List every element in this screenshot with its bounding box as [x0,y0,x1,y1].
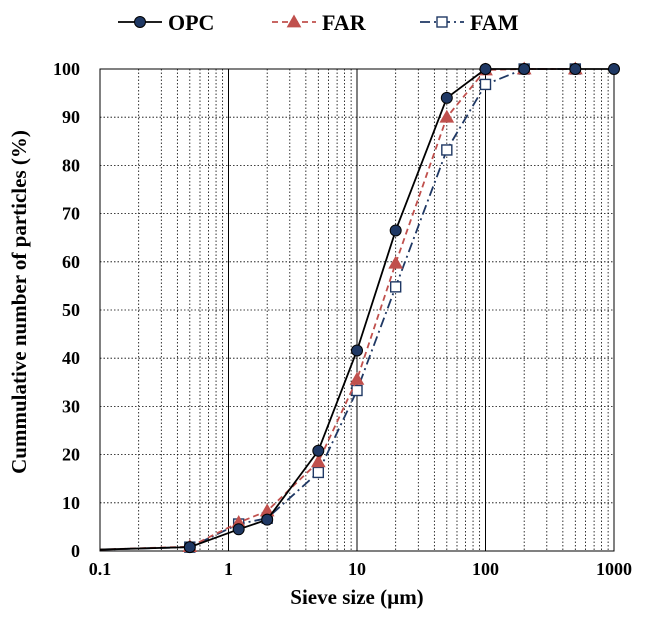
y-tick-label: 40 [62,348,80,368]
series-fam [99,63,582,553]
legend-label-far: FAR [322,10,367,35]
y-tick-label: 100 [53,59,80,79]
data-point-opc [351,344,363,357]
data-point-opc [134,16,146,28]
data-point-opc [440,91,453,104]
data-point-fam [441,144,453,156]
x-tick-label: 10 [348,559,366,579]
data-point-opc [608,63,620,75]
x-tick-label: 100 [472,559,499,579]
data-point-opc [518,63,531,75]
x-axis-title: Sieve size (µm) [290,585,423,609]
series-far [99,61,583,553]
data-point-opc [312,444,325,457]
data-point-far [286,14,302,28]
y-tick-label: 80 [62,155,80,175]
data-point-far [349,371,365,385]
data-point-opc [261,513,274,526]
y-tick-label: 10 [62,493,80,513]
series-line-fam [99,68,576,551]
data-point-far [310,454,326,468]
y-tick-label: 30 [62,396,80,416]
y-tick-label: 90 [62,107,80,127]
x-tick-label: 1 [224,559,233,579]
y-tick-label: 60 [62,252,80,272]
data-point-opc [569,63,582,75]
data-point-fam [436,16,448,28]
series-layer [99,61,620,554]
grid [99,69,614,551]
data-point-fam [479,78,492,91]
data-point-opc [232,523,245,536]
series-line-opc [99,68,614,551]
data-point-fam [389,281,402,293]
series-line-far [99,68,576,551]
data-point-opc [479,63,492,75]
data-point-far [388,255,404,269]
x-tick-label: 0.1 [89,559,112,579]
legend-label-opc: OPC [168,10,214,35]
series-opc [99,63,620,554]
y-tick-label: 0 [71,541,80,561]
y-tick-label: 50 [62,300,80,320]
legend: OPC FAR FAM [118,10,519,35]
data-point-opc [183,541,196,554]
data-point-fam [351,384,363,397]
data-point-opc [389,224,402,237]
legend-label-fam: FAM [470,10,519,35]
data-point-fam [312,466,325,479]
tick-labels: 0.1 1 10 100 1000 0 10 20 30 40 50 60 70 80 90 100 [53,59,632,579]
data-point-far [439,109,455,123]
plot-frame [99,68,615,552]
y-axis-title: Cummulative number of particles (%) [7,130,31,474]
y-tick-label: 20 [62,445,80,465]
y-tick-label: 70 [62,204,80,224]
x-tick-label: 1000 [596,559,632,579]
